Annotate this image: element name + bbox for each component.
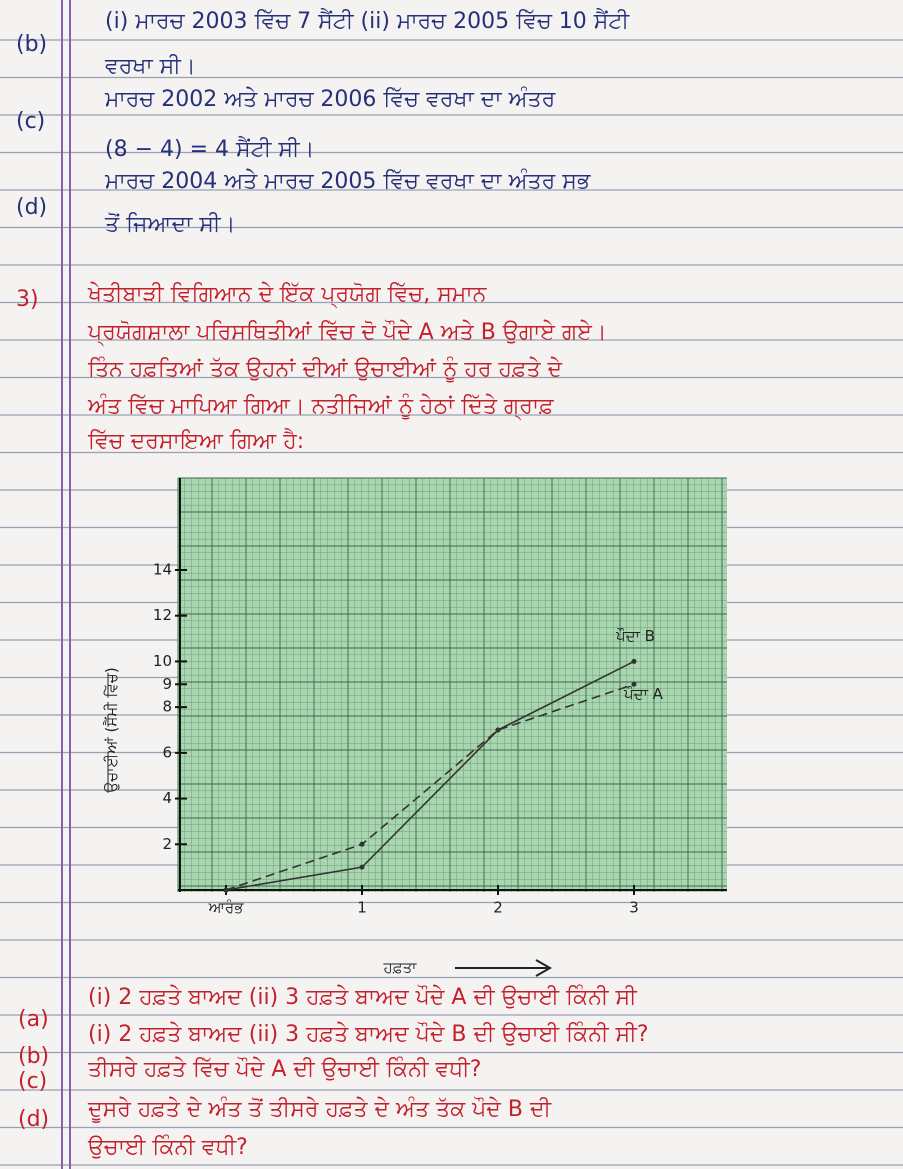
handwritten-line: ਵਿੱਚ ਦਰਸਾਇਆ ਗਿਆ ਹੈ: [87,428,304,454]
arrow-head [535,959,553,977]
y-tick-label: 2 [162,835,172,853]
data-line [225,683,635,891]
item-label: (c) [16,109,45,134]
handwritten-line: (i) 2 ਹਫ਼ਤੇ ਬਾਅਦ (ii) 3 ਹਫ਼ਤੇ ਬਾਅਦ ਪੌਦੇ … [88,1021,649,1047]
item-label: (a) [18,1007,49,1032]
x-tick-label: 1 [357,899,367,917]
y-tick-label: 14 [153,561,172,579]
series-label: ਪੌਦਾ A [623,685,664,703]
item-label: (b) [18,1044,49,1069]
handwritten-line: (i) ਮਾਰਚ 2003 ਵਿੱਚ 7 ਸੈਂਟੀ (ii) ਮਾਰਚ 200… [105,8,631,34]
handwritten-line: ਮਾਰਚ 2002 ਅਤੇ ਮਾਰਚ 2006 ਵਿੱਚ ਵਰਖਾ ਦਾ ਅੰਤ… [104,86,556,112]
y-axis-label: ਉਚਾਈਆਂ (ਸੈਂਮੀ ਵਿੱਚ) [103,667,121,793]
graph-paper-grid [177,477,727,892]
y-tick-label: 4 [162,789,172,807]
y-tick-label: 8 [162,698,172,716]
x-tick-label: ਆਰੰਭ [208,899,245,917]
data-point [223,887,229,893]
data-point [359,864,365,870]
data-point [495,727,501,733]
handwritten-line: ਖੇਤੀਬਾੜੀ ਵਿਗਿਆਨ ਦੇ ਇੱਕ ਪ੍ਰਯੋਗ ਵਿੱਚ, ਸਮਾਨ [87,281,488,309]
x-axis-label: ਹਫ਼ਤਾ [383,959,418,977]
item-label: (d) [18,1107,49,1132]
series-label: ਪੌਦਾ B [615,627,655,645]
y-tick-label: 10 [153,652,172,670]
data-point [631,658,637,664]
y-tick-label: 9 [162,675,172,693]
handwritten-line: ਅੰਤ ਵਿੱਚ ਮਾਪਿਆ ਗਿਆ। ਨਤੀਜਿਆਂ ਨੂੰ ਹੇਠਾਂ ਦਿ… [87,393,554,421]
handwritten-line: ਤਿੰਨ ਹਫ਼ਤਿਆਂ ਤੱਕ ਉਹਨਾਂ ਦੀਆਂ ਉਚਾਈਆਂ ਨੂੰ ਹ… [87,356,563,383]
data-point [631,681,637,687]
handwritten-line: ਦੂਸਰੇ ਹਫ਼ਤੇ ਦੇ ਅੰਤ ਤੋਂ ਤੀਸਰੇ ਹਫ਼ਤੇ ਦੇ ਅੰ… [87,1096,553,1124]
handwritten-line: ਉਚਾਈ ਕਿੰਨੀ ਵਧੀ? [87,1135,248,1160]
y-tick-label: 12 [153,606,172,624]
data-point [359,841,365,847]
x-tick-label: 3 [629,899,639,917]
item-label: (d) [16,195,47,220]
y-tick-label: 6 [162,743,172,761]
handwritten-line: (8 − 4) = 4 ਸੈਂਟੀ ਸੀ। [105,136,314,162]
handwritten-line: ਤੋਂ ਜਿਆਦਾ ਸੀ। [104,212,235,237]
handwritten-line: ਵਰਖਾ ਸੀ। [104,54,196,79]
item-label: (c) [18,1069,47,1094]
handwritten-line: (i) 2 ਹਫ਼ਤੇ ਬਾਅਦ (ii) 3 ਹਫ਼ਤੇ ਬਾਅਦ ਪੌਦੇ … [88,984,638,1010]
data-line [225,660,635,891]
x-tick-label: 2 [493,899,503,917]
item-label: 3) [16,287,39,312]
item-label: (b) [16,32,47,57]
handwritten-line: ਮਾਰਚ 2004 ਅਤੇ ਮਾਰਚ 2005 ਵਿੱਚ ਵਰਖਾ ਦਾ ਅੰਤ… [104,168,591,194]
handwritten-line: ਪ੍ਰਯੋਗਸ਼ਾਲਾ ਪਰਿਸਥਿਤੀਆਂ ਵਿੱਚ ਦੋ ਪੌਦੇ A ਅਤ… [87,319,607,347]
handwritten-line: ਤੀਸਰੇ ਹਫ਼ਤੇ ਵਿੱਚ ਪੌਦੇ A ਦੀ ਉਚਾਈ ਕਿੰਨੀ ਵਧ… [87,1056,481,1082]
